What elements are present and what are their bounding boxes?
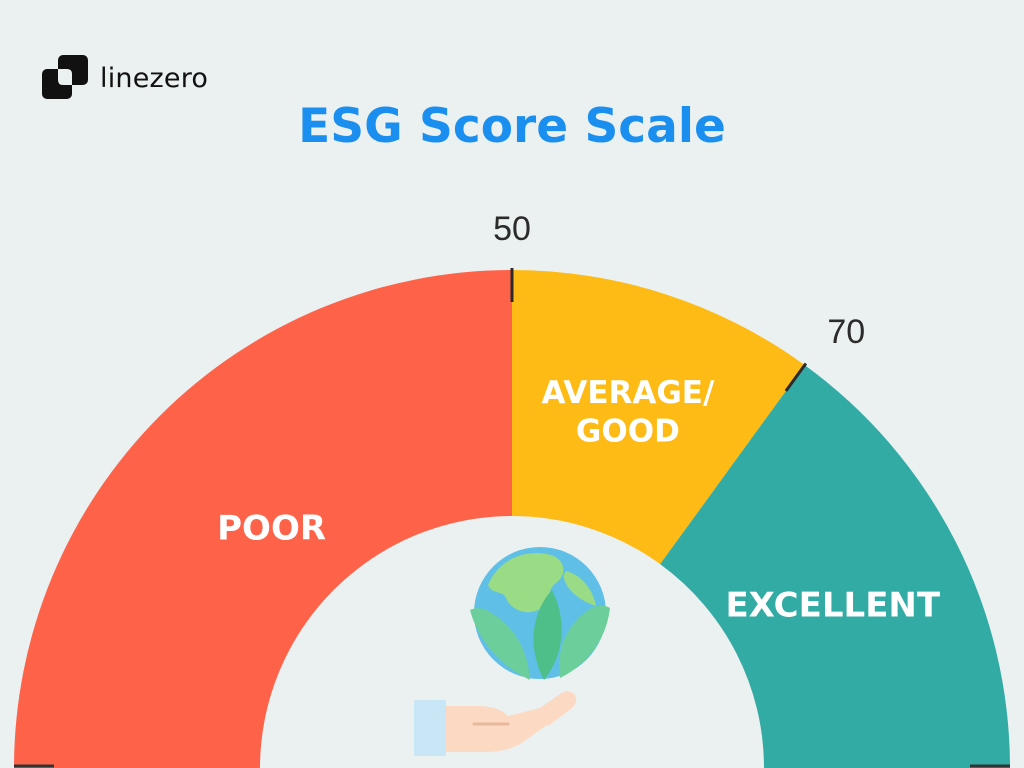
threshold-label-50: 50 — [493, 210, 531, 248]
threshold-tick-70 — [784, 362, 808, 392]
page-title: ESG Score Scale — [298, 99, 726, 154]
segment-label-average-good-line-1: AVERAGE/ — [541, 375, 715, 411]
brand-name: linezero — [100, 62, 209, 94]
brand: linezero — [42, 55, 208, 101]
segment-label-excellent: EXCELLENT — [725, 585, 940, 625]
linezero-logo-icon — [42, 55, 88, 99]
threshold-label-70: 70 — [827, 313, 865, 351]
segment-label-average-good-line-2: GOOD — [576, 414, 680, 450]
gauge-segment-poor — [14, 270, 512, 768]
earth-in-hand-icon — [414, 547, 610, 756]
segment-label-poor: POOR — [217, 508, 326, 548]
gauge-segment-average-good — [512, 270, 805, 565]
gauge-segment-excellent — [660, 365, 1010, 768]
